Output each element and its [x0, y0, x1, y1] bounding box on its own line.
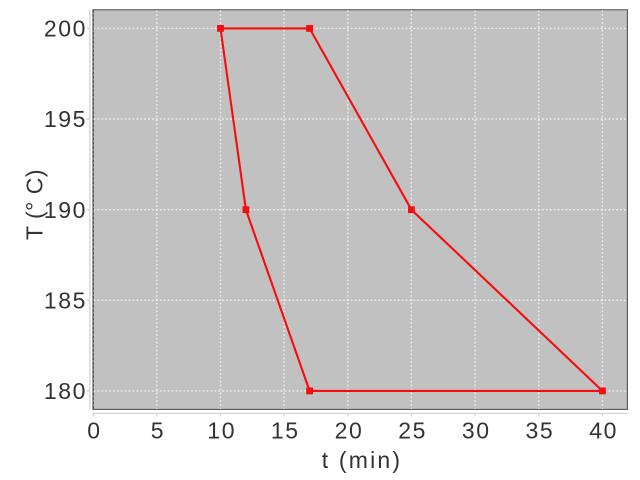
svg-text:180: 180	[44, 378, 87, 404]
svg-text:195: 195	[44, 106, 87, 132]
svg-text:10: 10	[207, 418, 236, 444]
svg-text:0: 0	[87, 418, 101, 444]
svg-text:T (° C): T (° C)	[22, 169, 48, 240]
svg-text:190: 190	[44, 197, 87, 223]
svg-text:200: 200	[44, 16, 87, 42]
svg-text:185: 185	[44, 288, 87, 314]
svg-text:15: 15	[271, 418, 300, 444]
svg-text:35: 35	[526, 418, 555, 444]
svg-text:5: 5	[151, 418, 165, 444]
svg-text:20: 20	[335, 418, 364, 444]
svg-text:40: 40	[589, 418, 618, 444]
svg-text:30: 30	[462, 418, 491, 444]
svg-text:25: 25	[398, 418, 427, 444]
svg-text:t (min): t (min)	[322, 447, 403, 473]
